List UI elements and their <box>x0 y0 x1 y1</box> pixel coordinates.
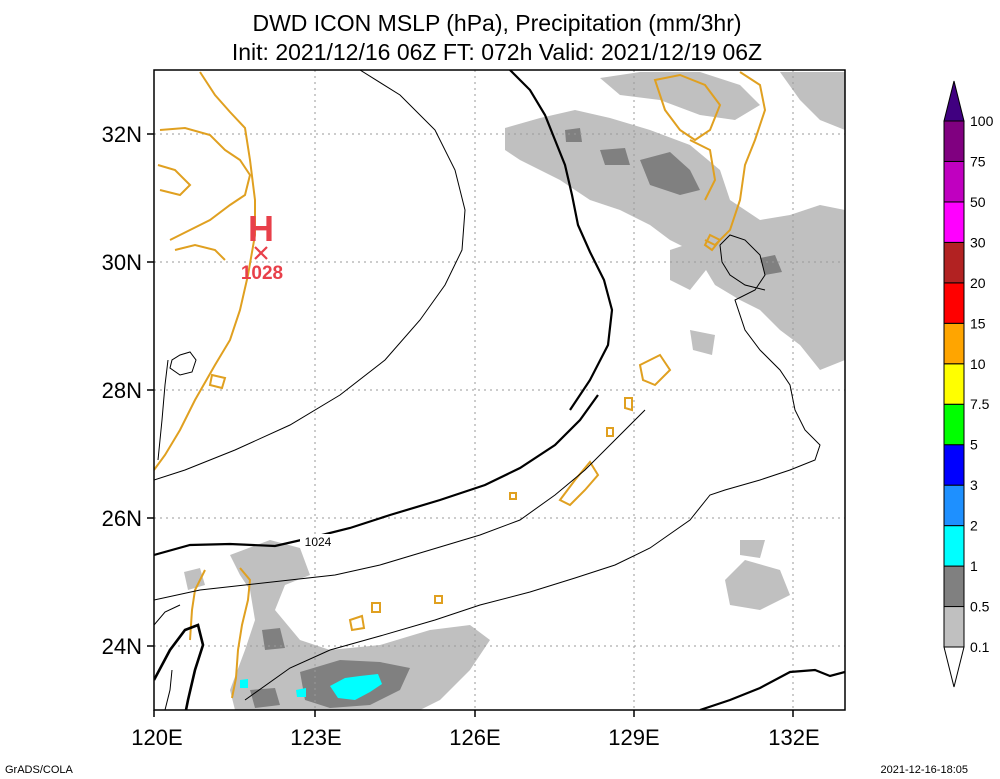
colorbar-swatch <box>943 606 965 648</box>
x-axis-labels: 120E 123E 126E 129E 132E <box>131 725 819 750</box>
colorbar-swatch <box>943 403 965 446</box>
colorbar-level-label: 10 <box>970 356 986 372</box>
precip-area <box>640 152 700 195</box>
y-axis-labels: 24N 26N 28N 30N 32N <box>102 122 142 659</box>
precip-area <box>760 255 782 275</box>
isobar <box>154 409 646 601</box>
high-pressure-center: H 1028 <box>241 208 283 284</box>
precip-area <box>250 688 280 708</box>
colorbar-level-label: 50 <box>970 194 986 210</box>
precip-area <box>230 540 490 710</box>
x-tick-label: 120E <box>131 725 182 750</box>
precip-area <box>296 688 306 697</box>
isobar-thick <box>154 394 599 557</box>
graticule <box>154 70 845 710</box>
isobars <box>154 70 845 710</box>
colorbar-level-label: 3 <box>970 477 978 493</box>
footer-right: 2021-12-16-18:05 <box>881 764 968 776</box>
y-tick-label: 30N <box>102 250 142 275</box>
colorbar-level-label: 0.5 <box>970 599 990 615</box>
high-value-label: 1028 <box>241 263 283 284</box>
map-title-line1: DWD ICON MSLP (hPa), Precipitation (mm/3… <box>252 10 741 36</box>
x-tick-label: 129E <box>608 725 659 750</box>
colorbar-level-label: 75 <box>970 153 986 169</box>
colorbar-level-label: 7.5 <box>970 396 990 412</box>
y-tick-label: 28N <box>102 378 142 403</box>
colorbar-level-label: 0.1 <box>970 639 990 655</box>
precip-area <box>690 330 715 355</box>
map-title-line2: Init: 2021/12/16 06Z FT: 072h Valid: 202… <box>232 39 762 65</box>
isobar-label-1024: 1024 <box>300 534 336 549</box>
high-center-marker-icon <box>254 246 268 260</box>
isobar <box>154 70 466 481</box>
colorbar-level-label: 30 <box>970 234 986 250</box>
isobar-label-text: 1024 <box>305 535 332 549</box>
colorbar-bottom-arrow <box>943 646 965 688</box>
colorbar-swatch <box>943 565 965 608</box>
colorbar-level-label: 15 <box>970 315 986 331</box>
isobar <box>154 604 181 626</box>
colorbar-swatch <box>943 444 965 486</box>
precip-area <box>330 674 382 700</box>
precip-area <box>600 72 760 120</box>
precip-area <box>780 72 845 130</box>
precipitation-colorbar: 0.1 0.5 1 2 3 5 7.5 10 15 20 30 50 75 100 <box>943 80 994 688</box>
precipitation-shading <box>184 72 845 710</box>
precip-area <box>240 679 248 688</box>
isobar <box>169 351 197 376</box>
colorbar-top-arrow <box>943 80 965 122</box>
colorbar-level-label: 2 <box>970 518 978 534</box>
isobar <box>157 359 169 461</box>
colorbar-swatch <box>943 160 965 203</box>
colorbar-swatch <box>943 484 965 527</box>
y-tick-label: 24N <box>102 634 142 659</box>
colorbar-swatch <box>943 282 965 324</box>
precip-area <box>670 240 710 290</box>
isobar-thick <box>699 668 845 710</box>
y-tick-label: 26N <box>102 506 142 531</box>
colorbar-level-label: 5 <box>970 437 978 453</box>
x-tick-label: 126E <box>449 725 500 750</box>
colorbar-swatch <box>943 201 965 243</box>
isobar-thick <box>509 70 614 411</box>
colorbar-swatch <box>943 525 965 567</box>
precip-area <box>262 628 285 650</box>
x-tick-label: 123E <box>290 725 341 750</box>
isobar-thick <box>154 623 205 710</box>
precip-area <box>725 560 790 610</box>
colorbar-swatch <box>943 363 965 405</box>
isobar <box>164 669 173 710</box>
y-tick-label: 32N <box>102 122 142 147</box>
colorbar-swatch <box>943 322 965 365</box>
precip-area <box>740 540 765 558</box>
coastlines <box>154 71 767 699</box>
tick-marks <box>147 133 794 717</box>
colorbar-level-label: 1 <box>970 558 978 574</box>
precip-area <box>565 128 582 142</box>
precip-area <box>184 568 205 590</box>
colorbar-swatch <box>943 120 965 162</box>
colorbar-level-label: 100 <box>970 113 994 129</box>
isobar <box>244 234 821 701</box>
map-panel: 1024 H 1028 <box>147 69 846 717</box>
x-tick-label: 132E <box>768 725 819 750</box>
high-symbol: H <box>248 208 274 249</box>
precip-area <box>600 148 630 165</box>
colorbar-swatch <box>943 241 965 284</box>
footer-left: GrADS/COLA <box>5 764 74 776</box>
precip-area <box>505 110 845 370</box>
colorbar-level-label: 20 <box>970 275 986 291</box>
